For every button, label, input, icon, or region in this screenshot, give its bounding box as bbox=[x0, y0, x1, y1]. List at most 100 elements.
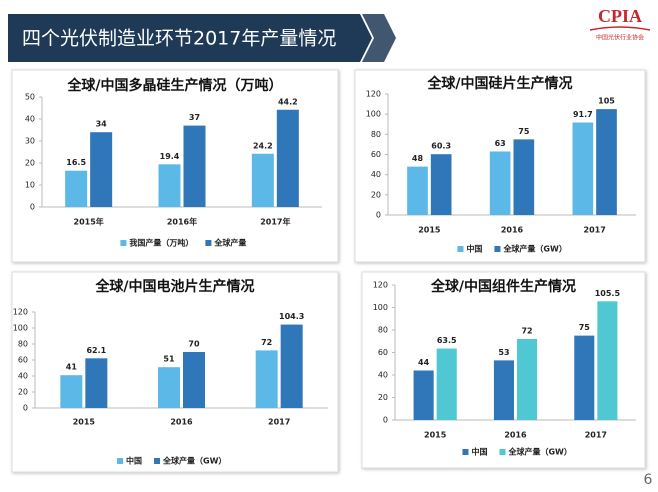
bar-value-label: 37 bbox=[189, 113, 200, 122]
bar-value-label: 34 bbox=[96, 120, 108, 129]
bar bbox=[493, 360, 514, 420]
bar bbox=[183, 352, 205, 408]
bar bbox=[413, 370, 434, 420]
legend-swatch bbox=[117, 458, 124, 464]
y-tick-label: 120 bbox=[366, 90, 381, 99]
y-tick-label: 40 bbox=[371, 170, 381, 179]
y-tick-label: 30 bbox=[25, 137, 35, 146]
bar-value-label: 19.4 bbox=[160, 152, 180, 161]
x-tick-label: 2017年 bbox=[260, 217, 290, 227]
x-tick-label: 2017 bbox=[268, 418, 290, 427]
x-tick-label: 2016 bbox=[501, 226, 524, 235]
bar bbox=[90, 132, 113, 207]
bar bbox=[65, 170, 88, 207]
x-tick-label: 2015 bbox=[424, 431, 447, 440]
bar bbox=[489, 151, 511, 215]
x-tick-label: 2016 bbox=[170, 418, 193, 427]
bar bbox=[85, 358, 108, 408]
header-title: 四个光伏制造业环节2017年产量情况 bbox=[22, 28, 336, 50]
legend-swatch bbox=[154, 458, 161, 464]
bar bbox=[407, 166, 428, 215]
y-tick-label: 60 bbox=[18, 356, 28, 365]
y-tick-label: 40 bbox=[18, 372, 28, 381]
header-band bbox=[8, 14, 372, 62]
y-tick-label: 20 bbox=[378, 393, 388, 402]
bar-value-label: 105 bbox=[598, 97, 615, 106]
legend-label: 中国 bbox=[466, 244, 482, 254]
y-tick-label: 0 bbox=[383, 416, 388, 425]
x-tick-label: 2015年 bbox=[74, 217, 104, 227]
bar bbox=[276, 109, 299, 207]
bar-value-label: 105.5 bbox=[595, 289, 621, 298]
bar-value-label: 53 bbox=[498, 348, 509, 357]
legend-swatch bbox=[457, 246, 464, 252]
y-tick-label: 40 bbox=[378, 371, 388, 380]
y-tick-label: 120 bbox=[373, 281, 388, 290]
chart-title: 全球/中国硅片生产情况 bbox=[426, 75, 572, 92]
legend-label: 全球产量 bbox=[213, 238, 246, 248]
y-tick-label: 20 bbox=[25, 159, 35, 168]
bar-value-label: 75 bbox=[518, 127, 530, 136]
bar-value-label: 24.2 bbox=[253, 141, 273, 150]
y-tick-label: 100 bbox=[366, 110, 381, 119]
y-tick-label: 60 bbox=[371, 150, 381, 159]
bar-value-label: 63.5 bbox=[437, 336, 457, 345]
bar-value-label: 60.3 bbox=[431, 142, 451, 151]
bar-value-label: 44 bbox=[418, 358, 430, 367]
bar bbox=[280, 324, 303, 408]
bar-value-label: 48 bbox=[412, 154, 424, 163]
legend-label: 中国 bbox=[471, 447, 487, 457]
bar-value-label: 70 bbox=[188, 340, 200, 349]
bar bbox=[60, 375, 83, 408]
header-chevron bbox=[362, 14, 396, 62]
x-tick-label: 2017 bbox=[584, 226, 606, 235]
bar-value-label: 72 bbox=[261, 338, 272, 347]
bar bbox=[255, 350, 278, 408]
y-tick-label: 120 bbox=[13, 308, 28, 317]
y-tick-label: 100 bbox=[13, 324, 28, 333]
legend-label: 全球产量（GW） bbox=[507, 447, 571, 457]
y-tick-label: 80 bbox=[371, 130, 381, 139]
y-tick-label: 0 bbox=[23, 404, 28, 413]
y-tick-label: 0 bbox=[30, 203, 35, 212]
y-tick-label: 50 bbox=[25, 93, 35, 102]
chart-title: 全球/中国组件生产情况 bbox=[430, 278, 576, 295]
bar-value-label: 91.7 bbox=[573, 110, 593, 119]
y-tick-label: 40 bbox=[25, 115, 35, 124]
logo-name: CPIA bbox=[598, 6, 642, 26]
y-tick-label: 20 bbox=[18, 388, 28, 397]
legend-label: 中国 bbox=[126, 456, 142, 466]
bar-value-label: 104.3 bbox=[279, 312, 304, 321]
charts: 全球/中国多晶硅生产情况（万吨） 0 10 20 30 40 50 2015年 16.5 34 20… bbox=[11, 69, 646, 473]
y-tick-label: 80 bbox=[378, 326, 388, 335]
legend-swatch bbox=[205, 240, 212, 246]
y-tick-label: 80 bbox=[18, 340, 28, 349]
bar bbox=[158, 164, 181, 207]
bar-value-label: 41 bbox=[66, 363, 78, 372]
legend-swatch bbox=[120, 240, 127, 246]
bar-value-label: 62.1 bbox=[86, 346, 106, 355]
y-tick-label: 20 bbox=[371, 190, 381, 199]
logo-arc bbox=[589, 26, 651, 31]
legend-swatch bbox=[494, 246, 501, 252]
x-tick-label: 2015 bbox=[418, 226, 441, 235]
x-tick-label: 2016 bbox=[504, 431, 527, 440]
bar-value-label: 63 bbox=[495, 139, 506, 148]
bar bbox=[430, 154, 452, 215]
y-tick-label: 100 bbox=[373, 303, 388, 312]
chart-title: 全球/中国电池片生产情况 bbox=[94, 278, 254, 295]
y-tick-label: 10 bbox=[25, 181, 35, 190]
bar bbox=[183, 125, 206, 207]
bar bbox=[572, 122, 594, 215]
x-tick-label: 2015 bbox=[73, 418, 96, 427]
bar bbox=[436, 348, 457, 420]
bar bbox=[513, 139, 535, 215]
legend-swatch bbox=[462, 449, 469, 455]
legend-label: 我国产量（万吨） bbox=[129, 238, 193, 248]
legend-swatch bbox=[499, 449, 506, 455]
bar bbox=[251, 153, 274, 207]
page-number: 6 bbox=[644, 472, 653, 488]
bar bbox=[597, 301, 618, 420]
bar bbox=[574, 335, 595, 420]
